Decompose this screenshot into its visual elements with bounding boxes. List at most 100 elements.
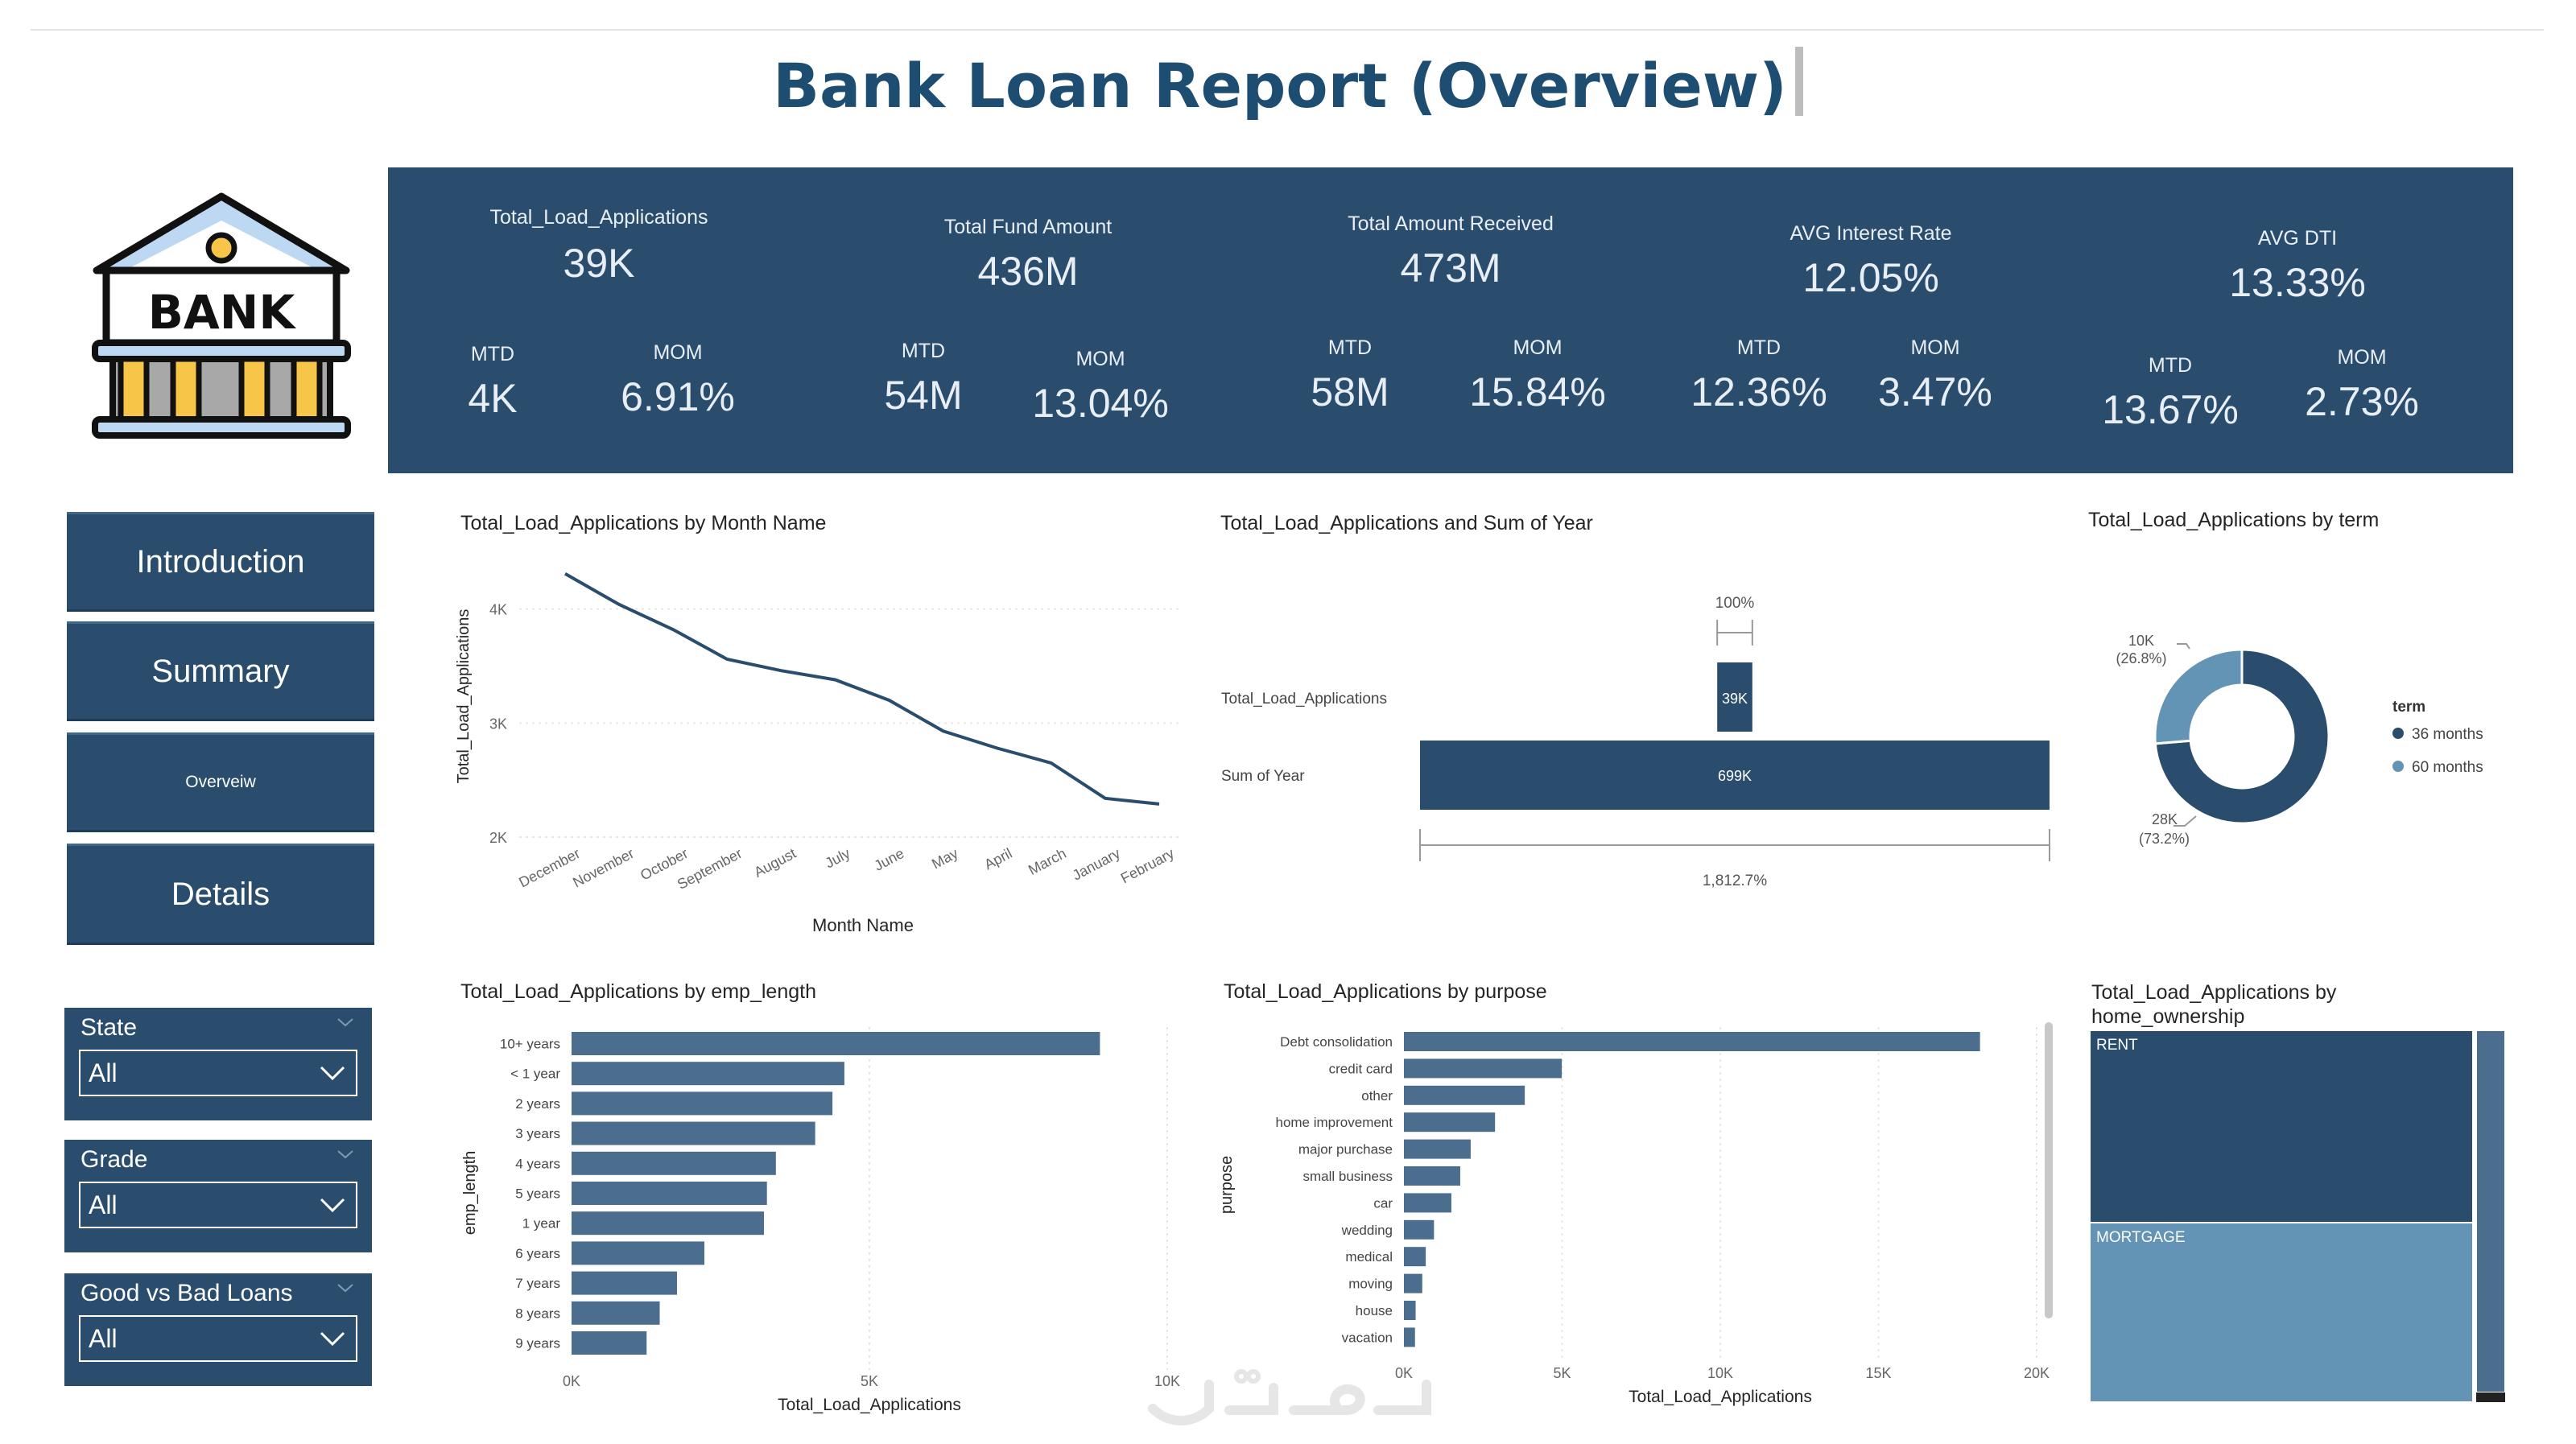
x-tick-label: 0K [563, 1373, 580, 1389]
y-tick-label: 3K [489, 716, 507, 732]
good-vs-bad-loans-dropdown[interactable]: All [79, 1315, 357, 1362]
bar[interactable] [1404, 1085, 1525, 1105]
x-tick-label: 15K [1865, 1365, 1891, 1381]
kpi-mom-label: MOM [1910, 336, 1960, 359]
bar[interactable] [572, 1032, 1100, 1055]
bar[interactable] [1420, 741, 2050, 810]
nav-overview-button[interactable]: Overveiw [67, 732, 374, 832]
bar[interactable] [1404, 1193, 1451, 1213]
bar[interactable] [572, 1211, 765, 1236]
series-line[interactable] [564, 572, 1160, 806]
emp-chart-title: Total_Load_Applications by emp_length [460, 980, 816, 1003]
scrollbar[interactable] [2045, 1022, 2053, 1318]
x-tick-label: 5K [861, 1373, 878, 1389]
category-label: 3 years [515, 1126, 560, 1141]
dropdown-value: All [89, 1324, 118, 1353]
chevron-down-icon[interactable] [336, 1283, 354, 1293]
bar[interactable] [1404, 1273, 1422, 1293]
bar[interactable] [572, 1301, 660, 1325]
chevron-down-icon[interactable] [336, 1149, 354, 1159]
bar[interactable] [572, 1091, 833, 1116]
category-label: 2 years [515, 1096, 560, 1112]
month-chart-title: Total_Load_Applications by Month Name [460, 512, 827, 534]
tile-label: MORTGAGE [2096, 1229, 2186, 1246]
chevron-down-icon[interactable] [336, 1017, 354, 1027]
bar[interactable] [1404, 1247, 1426, 1267]
donut-slice[interactable] [2153, 648, 2244, 745]
donut-slice[interactable] [2153, 648, 2330, 825]
bar[interactable] [572, 1151, 776, 1175]
kpi-mtd-value: 12.36% [1690, 369, 1827, 415]
legend-marker [2392, 761, 2404, 772]
category-label: Debt consolidation [1280, 1034, 1393, 1050]
kpi-title: Total_Load_Applications [489, 206, 708, 229]
page-title: Bank Loan Report (Overview) [0, 47, 2576, 122]
bar[interactable] [1404, 1327, 1415, 1347]
treemap-tile[interactable] [2090, 1030, 2474, 1224]
kpi-mtd-value: 58M [1311, 369, 1389, 415]
category-label: vacation [1342, 1330, 1393, 1345]
nav-details-button[interactable]: Details [67, 844, 374, 945]
kpi-mom-value: 13.04% [1032, 381, 1169, 426]
annotation-label: 1,812.7% [1703, 873, 1767, 889]
bar[interactable] [1404, 1112, 1496, 1133]
kpi-value: 473M [1400, 245, 1501, 291]
kpi-mtd-value: 54M [884, 373, 963, 418]
y-axis-title: emp_length [461, 1151, 479, 1236]
bar[interactable] [1404, 1166, 1460, 1186]
legend-label: 36 months [2412, 726, 2483, 743]
bar[interactable] [572, 1062, 844, 1086]
y-tick-label: 4K [489, 602, 507, 618]
bar[interactable] [1404, 1219, 1435, 1240]
kpi-mtd-label: MTD [901, 340, 946, 362]
data-label: 39K [1722, 691, 1748, 707]
category-label: 5 years [515, 1186, 560, 1202]
nav-introduction-button[interactable]: Introduction [67, 512, 374, 612]
kpi-mtd-label: MTD [1327, 336, 1373, 359]
treemap-tile[interactable] [2476, 1392, 2505, 1402]
nav-summary-button[interactable]: Summary [67, 621, 374, 721]
watermark-logo [1148, 1369, 1431, 1425]
category-label: home improvement [1275, 1115, 1393, 1130]
purpose-chart-title: Total_Load_Applications by purpose [1224, 980, 1547, 1003]
category-label: < 1 year [510, 1066, 560, 1082]
year-bar-chart: 39K 699K Total_Load_Applications Sum of Yea… [1221, 595, 2050, 889]
legend-label: 60 months [2412, 759, 2483, 776]
bar[interactable] [1404, 1032, 1980, 1051]
data-label: 699K [1718, 768, 1752, 784]
bar[interactable] [1404, 1058, 1563, 1079]
bar[interactable] [1404, 1139, 1471, 1159]
y-axis-title: purpose [1218, 1156, 1236, 1214]
annotation-bracket [1716, 620, 1753, 646]
bar[interactable] [1404, 1301, 1416, 1320]
good-vs-bad-loans-slicer: Good vs Bad Loans All [64, 1273, 372, 1386]
bar[interactable] [572, 1271, 677, 1295]
state-dropdown[interactable]: All [79, 1050, 357, 1096]
grade-dropdown[interactable]: All [79, 1182, 357, 1228]
category-label: small business [1303, 1169, 1393, 1184]
category-label: medical [1345, 1249, 1393, 1265]
kpi-value: 436M [977, 249, 1079, 294]
nav-button-label: Summary [151, 653, 290, 689]
bar[interactable] [572, 1182, 767, 1205]
term-chart-title: Total_Load_Applications by term [2088, 509, 2380, 531]
kpi-mom-value: 3.47% [1878, 369, 1992, 415]
kpi-mom-label: MOM [1513, 336, 1563, 359]
treemap-tile[interactable] [2090, 1222, 2474, 1403]
data-label: (73.2%) [2139, 831, 2190, 847]
emp-length-bar-chart: 0K 5K 10K 10+ years < 1 year 2 years 3 years 4 … [461, 1027, 1180, 1414]
bar[interactable] [572, 1331, 647, 1355]
slicer-label: State [80, 1014, 138, 1041]
x-tick-label: January [1070, 845, 1123, 884]
bar[interactable] [1717, 662, 1752, 732]
category-label: 8 years [515, 1306, 560, 1321]
kpi-mom-value: 6.91% [621, 374, 735, 419]
bar[interactable] [572, 1241, 705, 1265]
category-label: other [1361, 1088, 1393, 1104]
treemap-tile[interactable] [2475, 1030, 2506, 1393]
tile-label: RENT [2096, 1037, 2138, 1054]
bar[interactable] [572, 1121, 815, 1145]
kpi-mom-label: MOM [653, 341, 703, 364]
annotation-bracket [1419, 829, 2050, 861]
chevron-down-icon [320, 1198, 345, 1213]
